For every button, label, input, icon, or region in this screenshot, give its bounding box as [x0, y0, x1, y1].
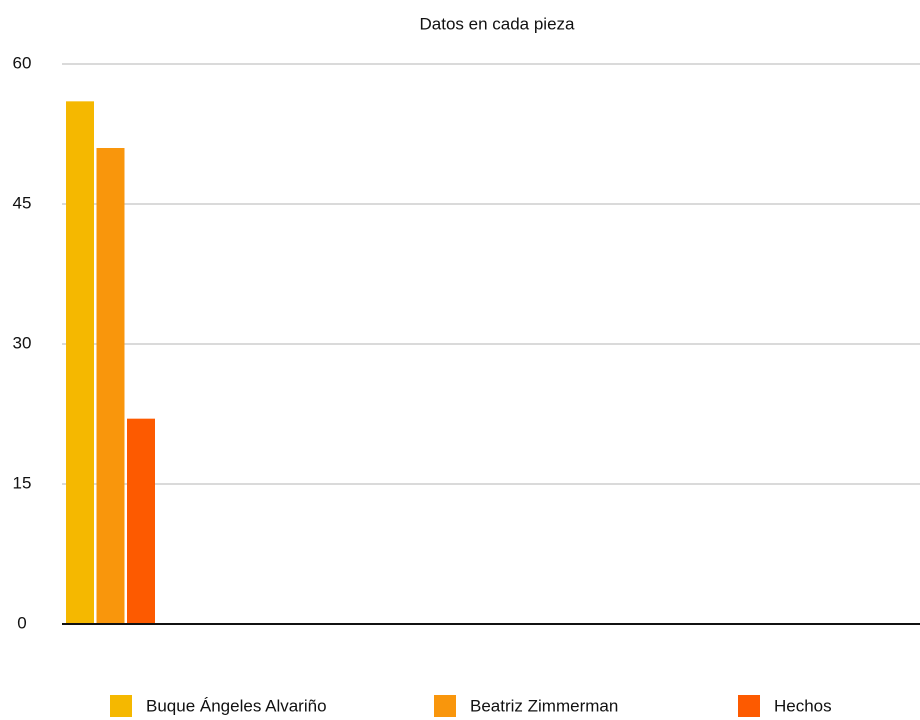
legend-label: Buque Ángeles Alvariño [146, 696, 327, 715]
bar [66, 101, 94, 625]
bar [96, 148, 125, 624]
chart-title: Datos en cada pieza [420, 14, 576, 33]
y-tick-label: 60 [13, 53, 32, 72]
y-tick-label: 45 [13, 193, 32, 212]
y-tick-label: 30 [13, 333, 32, 352]
legend-swatch [434, 695, 456, 717]
legend-swatch [738, 695, 760, 717]
y-tick-label: 0 [17, 613, 26, 632]
legend-swatch [110, 695, 132, 717]
legend-label: Hechos [774, 696, 832, 715]
y-tick-label: 15 [13, 473, 32, 492]
legend-label: Beatriz Zimmerman [470, 696, 618, 715]
bar [127, 418, 155, 624]
